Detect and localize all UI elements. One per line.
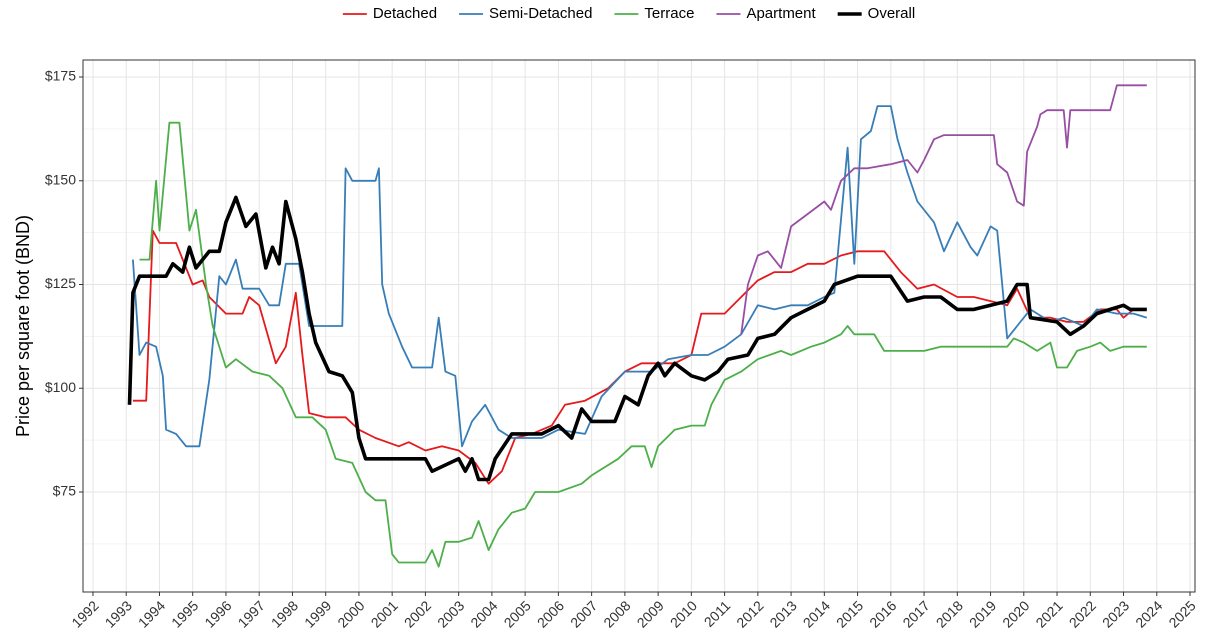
legend-item: Overall (837, 5, 916, 22)
series-line (127, 195, 1147, 482)
x-tick-label: 2009 (634, 597, 667, 630)
series-line (740, 84, 1147, 335)
x-tick-label: 2008 (600, 597, 633, 630)
legend-item: Detached (342, 5, 437, 22)
plot-border (82, 59, 1196, 593)
x-tick-label: 2007 (567, 597, 600, 630)
x-tick-label: 2025 (1165, 597, 1198, 630)
legend-label: Overall (868, 5, 916, 22)
x-tick-label: 1995 (168, 597, 201, 630)
y-tick-label: $150 (45, 171, 76, 187)
grid (83, 60, 1195, 592)
x-tick-label: 2023 (1099, 597, 1132, 630)
x-tick-label: 2014 (800, 597, 833, 630)
y-tick-label: $125 (45, 275, 76, 291)
x-tick-label: 2020 (999, 597, 1032, 630)
x-tick-label: 2022 (1066, 597, 1099, 630)
x-tick-label: 2019 (966, 597, 999, 630)
x-tick-label: 2003 (434, 597, 467, 630)
x-tick-label: 1993 (102, 597, 135, 630)
x-tick-label: 2006 (534, 597, 567, 630)
series-line (132, 105, 1148, 448)
x-tick-label: 1998 (268, 597, 301, 630)
legend-item: Terrace (614, 5, 694, 22)
x-tick-label: 2001 (368, 597, 401, 630)
x-tick-label: 2013 (766, 597, 799, 630)
x-tick-label: 2012 (733, 597, 766, 630)
series-line (132, 229, 1147, 485)
x-tick-label: 1997 (235, 597, 268, 630)
legend-label: Semi-Detached (489, 5, 592, 22)
x-tick-label: 2017 (899, 597, 932, 630)
x-tick-label: 2016 (866, 597, 899, 630)
x-tick-label: 1996 (201, 597, 234, 630)
y-axis-label: Price per square foot (BND) (13, 215, 33, 437)
legend-label: Terrace (644, 5, 694, 22)
x-tick-label: 2015 (833, 597, 866, 630)
x-tick-label: 2005 (501, 597, 534, 630)
x-tick-label: 2024 (1132, 597, 1165, 630)
legend-item: Apartment (716, 5, 816, 22)
series-line (139, 121, 1147, 568)
x-tick-label: 2018 (933, 597, 966, 630)
legend-item: Semi-Detached (459, 5, 592, 22)
legend-label: Detached (373, 5, 437, 22)
x-tick-label: 1994 (135, 597, 168, 630)
legend: Detached Semi-Detached Terrace Apartment Ove… (342, 5, 916, 22)
x-tick-label: 2010 (667, 597, 700, 630)
y-tick-label: $75 (53, 483, 77, 499)
y-tick-label: $175 (45, 68, 76, 84)
legend-label: Apartment (746, 5, 816, 22)
x-tick-label: 1999 (301, 597, 334, 630)
x-tick-label: 1992 (68, 597, 101, 630)
x-tick-label: 2011 (701, 597, 734, 630)
x-tick-label: 2021 (1032, 597, 1065, 630)
x-tick-label: 2004 (467, 597, 500, 630)
x-tick-label: 2002 (401, 597, 434, 630)
x-tick-label: 2000 (334, 597, 367, 630)
y-tick-label: $100 (45, 379, 76, 395)
